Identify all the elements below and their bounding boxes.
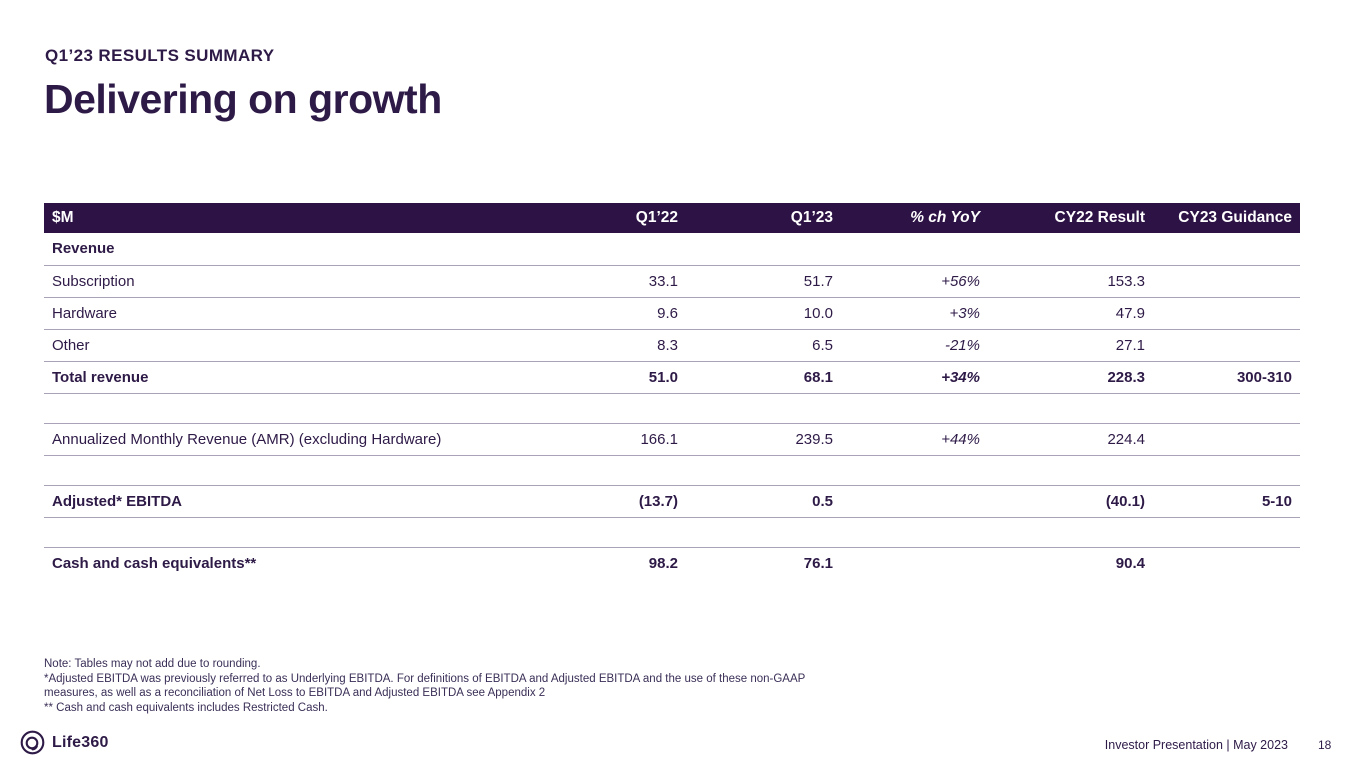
table-row-subscription: Subscription 33.1 51.7 +56% 153.3: [44, 265, 1300, 298]
cell-q123: 0.5: [686, 485, 841, 518]
cell-cy22: [988, 233, 1153, 266]
cell-label: Total revenue: [44, 361, 564, 394]
cell-q122: 9.6: [564, 297, 686, 330]
cell-cy23: 5-10: [1153, 485, 1300, 518]
cell-label: Revenue: [44, 233, 564, 266]
cell-cy23: [1153, 329, 1300, 362]
cell-pct: -21%: [841, 329, 988, 362]
cell-cy23: [1153, 233, 1300, 266]
cell-cy23: [1153, 265, 1300, 298]
cell-label: Hardware: [44, 297, 564, 330]
col-header-pct-yoy: % ch YoY: [841, 203, 988, 233]
results-table-container: $M Q1’22 Q1’23 % ch YoY CY22 Result CY23…: [44, 203, 1300, 579]
cell-cy22: 228.3: [988, 361, 1153, 394]
cell-q123: 6.5: [686, 329, 841, 362]
cell-q123: 76.1: [803, 554, 833, 572]
table-row-hardware: Hardware 9.6 10.0 +3% 47.9: [44, 297, 1300, 330]
cell-q123: [686, 233, 841, 266]
slide-eyebrow: Q1’23 RESULTS SUMMARY: [45, 46, 275, 65]
cell-label: Cash and cash equivalents**: [52, 554, 257, 572]
cell-cy22: 153.3: [988, 265, 1153, 298]
cell-q123: 51.7: [686, 265, 841, 298]
cell-label: Other: [44, 329, 564, 362]
cell-cy22: 90.4: [1115, 554, 1145, 572]
results-table: $M Q1’22 Q1’23 % ch YoY CY22 Result CY23…: [44, 203, 1300, 579]
cell-label: Subscription: [44, 265, 564, 298]
table-row-adjusted-ebitda: Adjusted* EBITDA (13.7) 0.5 (40.1) 5-10: [44, 485, 1300, 518]
cell-label: Adjusted* EBITDA: [44, 485, 564, 518]
cell-pct: +44%: [841, 423, 988, 456]
cell-q122: 51.0: [564, 361, 686, 394]
cell-pct: [841, 547, 988, 579]
cell-label: Annualized Monthly Revenue (AMR) (exclud…: [44, 423, 564, 456]
table-row-spacer: [44, 517, 1300, 548]
col-header-cy22: CY22 Result: [988, 203, 1153, 233]
cell-cy22: 47.9: [988, 297, 1153, 330]
col-header-unit: $M: [44, 203, 564, 233]
cell-q122: 8.3: [564, 329, 686, 362]
cell-q122: [564, 233, 686, 266]
cell-cy23: 300-310: [1153, 361, 1300, 394]
cell-q122: 33.1: [564, 265, 686, 298]
table-row-total-revenue: Total revenue 51.0 68.1 +34% 228.3 300-3…: [44, 361, 1300, 394]
cell-pct: [841, 485, 988, 518]
table-row-spacer: [44, 393, 1300, 424]
footnote-line: Note: Tables may not add due to rounding…: [44, 658, 261, 670]
footer-brand: Life360: [20, 730, 109, 755]
cell-pct: +34%: [841, 361, 988, 394]
footnote-line: *Adjusted EBITDA was previously referred…: [44, 672, 806, 685]
footer-presentation-label: Investor Presentation | May 2023: [1104, 738, 1288, 752]
cell-q123: 68.1: [686, 361, 841, 394]
footer-brand-name: Life360: [52, 733, 109, 751]
life360-logo-icon: [20, 730, 45, 755]
table-row-cash: Cash and cash equivalents** 98.2 76.1 90…: [44, 547, 1300, 579]
col-header-q122: Q1’22: [564, 203, 686, 233]
spacer-cell: [44, 393, 1300, 424]
cell-cy23: [1153, 297, 1300, 330]
footnote-line: measures, as well as a reconciliation of…: [44, 687, 546, 699]
col-header-q123: Q1’23: [686, 203, 841, 233]
cell-cy23: [1153, 547, 1300, 579]
cell-cy22: (40.1): [988, 485, 1153, 518]
cell-q122: (13.7): [564, 485, 686, 518]
cell-q122: 98.2: [648, 554, 678, 572]
table-row-amr: Annualized Monthly Revenue (AMR) (exclud…: [44, 423, 1300, 456]
cell-q122: 166.1: [564, 423, 686, 456]
footnote-line: ** Cash and cash equivalents includes Re…: [44, 701, 328, 714]
cell-cy22: 27.1: [988, 329, 1153, 362]
table-row-other: Other 8.3 6.5 -21% 27.1: [44, 329, 1300, 362]
cell-pct: +3%: [841, 297, 988, 330]
table-row-spacer: [44, 455, 1300, 486]
cell-q123: 239.5: [686, 423, 841, 456]
cell-q123: 10.0: [686, 297, 841, 330]
cell-pct: +56%: [841, 265, 988, 298]
spacer-cell: [44, 517, 1300, 548]
spacer-cell: [44, 455, 1300, 486]
cell-cy23: [1153, 423, 1300, 456]
table-row-revenue-section: Revenue: [44, 233, 1300, 266]
col-header-cy23: CY23 Guidance: [1153, 203, 1300, 233]
cell-pct: [841, 233, 988, 266]
cell-cy22: 224.4: [988, 423, 1153, 456]
footnotes: Note: Tables may not add due to rounding…: [44, 657, 806, 715]
footer-page-number: 18: [1318, 738, 1332, 752]
table-header-row: $M Q1’22 Q1’23 % ch YoY CY22 Result CY23…: [44, 203, 1300, 233]
slide-title: Delivering on growth: [44, 76, 442, 122]
